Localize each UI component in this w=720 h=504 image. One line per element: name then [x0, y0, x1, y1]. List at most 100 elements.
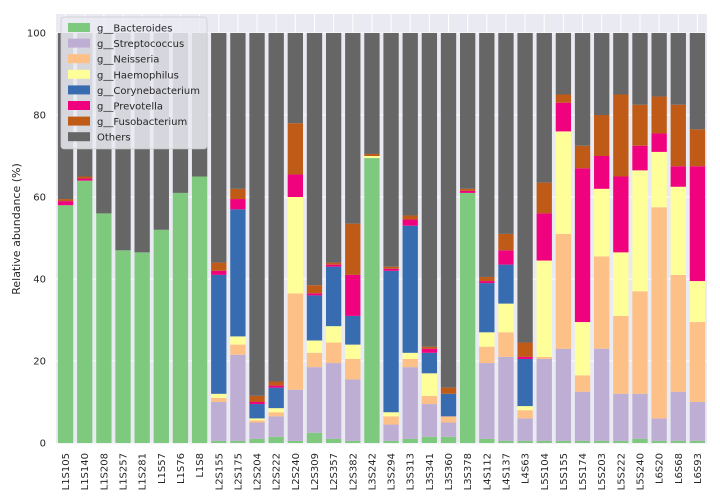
bar-segment [230, 199, 246, 210]
x-tick-label: L3S294 [387, 453, 398, 490]
bar-segment [594, 33, 610, 115]
bar-segment [555, 131, 572, 234]
bar-segment [345, 344, 361, 359]
bar-segment [613, 94, 629, 177]
x-tick-label: L3S242 [367, 453, 378, 490]
bar-segment [479, 276, 495, 282]
bar-segment [517, 406, 533, 411]
bar-segment [421, 373, 438, 396]
y-tick-label: 100 [27, 29, 46, 40]
bar-segment [77, 176, 93, 179]
bar-segment [306, 340, 323, 353]
bar-segment [230, 336, 246, 345]
bar-segment [498, 250, 514, 265]
bar-segment [517, 33, 533, 343]
bar-segment [479, 281, 495, 284]
bar-segment [77, 178, 93, 181]
bar-segment [211, 33, 227, 263]
x-tick-label: L4S63 [521, 453, 532, 484]
bar-segment [115, 250, 131, 443]
x-tick-label: L5S104 [540, 453, 551, 490]
bar-segment [460, 188, 476, 191]
bar-segment [440, 422, 457, 437]
bar-segment [306, 352, 323, 368]
bar-segment [249, 422, 265, 439]
bar-segment [555, 348, 572, 441]
legend-swatch [68, 38, 90, 48]
bar-segment [191, 176, 208, 443]
x-tick-label: L5S240 [635, 453, 646, 490]
bar-segment [287, 293, 303, 390]
x-tick-label: L2S240 [291, 453, 302, 490]
bar-segment [364, 158, 380, 444]
x-tick-label: L6S93 [693, 453, 704, 484]
bar-segment [211, 274, 227, 394]
x-tick-label: L4S112 [482, 453, 493, 490]
bar-segment [287, 33, 303, 124]
x-tick-label: L1S257 [119, 453, 130, 490]
legend-swatch [68, 116, 90, 126]
bar-segment [383, 424, 399, 441]
bar-segment [651, 33, 667, 97]
legend-label: g__Corynebacterium [97, 86, 200, 97]
bar-segment [555, 233, 572, 349]
bar-segment [689, 322, 706, 402]
legend-box [60, 16, 208, 150]
bar-segment [479, 363, 495, 439]
bar-segment [632, 104, 648, 146]
bar-segment [440, 416, 457, 423]
bar-segment [536, 260, 552, 357]
bar-segment [211, 402, 227, 441]
bar-segment [517, 342, 533, 357]
y-tick-label: 20 [33, 357, 46, 368]
bar-segment [594, 115, 610, 156]
bar-segment [364, 33, 380, 154]
bar-segment [517, 440, 533, 443]
bar-segment [402, 219, 418, 226]
bar-segment [498, 332, 514, 357]
x-tick-label: L1S76 [176, 453, 187, 484]
bar-segment [689, 281, 706, 323]
x-tick-label: L3S341 [425, 453, 436, 490]
x-tick-label: L3S360 [444, 453, 455, 490]
bar-segment [287, 389, 303, 441]
bar-segment [306, 432, 323, 443]
bar-segment [517, 358, 533, 407]
legend-swatch [68, 23, 90, 32]
bar-segment [670, 104, 686, 167]
bar-segment [306, 33, 323, 286]
bar-segment [498, 303, 514, 333]
x-tick-label: L1S8 [195, 453, 206, 478]
bar-segment [479, 283, 495, 333]
legend-swatch [68, 101, 90, 110]
x-tick-label: L3S313 [406, 453, 417, 490]
bar-segment [632, 33, 648, 105]
bar-segment [230, 209, 246, 337]
bar-segment [211, 270, 227, 275]
bar-segment [402, 438, 418, 443]
bar-segment [574, 375, 591, 392]
bar-segment [689, 166, 706, 282]
x-tick-label: L5S174 [578, 453, 589, 490]
bar-segment [287, 440, 303, 443]
bar-segment [517, 410, 533, 419]
bar-segment [632, 393, 648, 439]
bar-segment [555, 440, 572, 443]
bar-segment [498, 264, 514, 304]
legend-label: g__Bacteroides [97, 24, 172, 35]
bar-segment [613, 315, 629, 394]
bar-segment [440, 387, 457, 394]
bar-segment [651, 96, 667, 134]
y-tick-label: 60 [33, 193, 46, 204]
bar-segment [651, 440, 667, 443]
legend-label: g__Streptococcus [97, 39, 184, 50]
bar-segment [402, 352, 418, 359]
bar-segment [632, 291, 648, 394]
bar-segment [632, 145, 648, 171]
bar-segment [325, 262, 342, 265]
x-tick-label: L3S378 [463, 453, 474, 490]
x-tick-label: L6S68 [674, 453, 685, 484]
bar-segment [594, 156, 610, 189]
bar-segment [383, 412, 399, 417]
bar-segment [536, 440, 552, 443]
